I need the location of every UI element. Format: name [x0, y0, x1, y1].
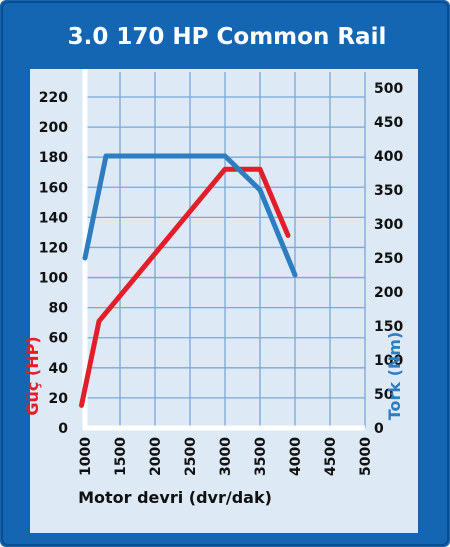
- y-left-tick-label: 180: [39, 150, 68, 166]
- y-right-tick-label: 500: [374, 81, 403, 97]
- y-right-tick-label: 100: [374, 353, 403, 369]
- y-left-tick-label: 100: [39, 271, 68, 287]
- y-axis-title-right: Tork (Nm): [385, 332, 404, 421]
- x-tick-label: 1500: [113, 437, 129, 476]
- series-group: [79, 153, 298, 408]
- y-left-tick-label: 20: [49, 391, 69, 407]
- chart-title: 3.0 170 HP Common Rail: [68, 24, 387, 50]
- y-left-tick-label: 160: [39, 180, 68, 196]
- y-axis-title-left: Güç (HP): [23, 336, 42, 415]
- x-tick-label: 3000: [218, 437, 234, 476]
- y-right-tick-label: 200: [374, 285, 403, 301]
- y-right-tick-label: 300: [374, 217, 403, 233]
- x-tick-label: 4000: [288, 437, 304, 476]
- y-right-tick-label: 400: [374, 149, 403, 165]
- y-right-tick-label: 150: [374, 319, 403, 335]
- y-left-tick-label: 200: [39, 120, 68, 136]
- y-right-tick-label: 450: [374, 115, 403, 131]
- x-tick-label: 2000: [148, 437, 164, 476]
- x-tick-label: 3500: [253, 437, 269, 476]
- x-tick-label: 5000: [358, 437, 374, 476]
- y-right-tick-label: 0: [374, 421, 384, 437]
- y-right-tick-label: 250: [374, 251, 403, 267]
- y-right-tick-label: 50: [374, 387, 394, 403]
- x-axis-title: Motor devri (dvr/dak): [78, 488, 272, 507]
- y-left-tick-label: 140: [39, 210, 68, 226]
- y-left-tick-label: 120: [39, 240, 68, 256]
- series-line-power: [79, 166, 291, 408]
- y-left-tick-label: 80: [49, 301, 69, 317]
- x-tick-label: 1000: [78, 437, 94, 476]
- y-left-tick-label: 60: [49, 331, 69, 347]
- y-left-tick-label: 220: [39, 90, 68, 106]
- y-right-tick-label: 350: [374, 183, 403, 199]
- tick-labels: 0 20 40 60 80 100 120 140 160 180 200 220 0 50 100 150 2…: [39, 81, 404, 476]
- x-tick-label: 2500: [183, 437, 199, 476]
- plot-area: [30, 69, 418, 533]
- y-left-tick-label: 0: [58, 421, 68, 437]
- series-line-torque: [82, 153, 298, 278]
- y-left-tick-label: 40: [49, 361, 69, 377]
- x-tick-label: 4500: [323, 437, 339, 476]
